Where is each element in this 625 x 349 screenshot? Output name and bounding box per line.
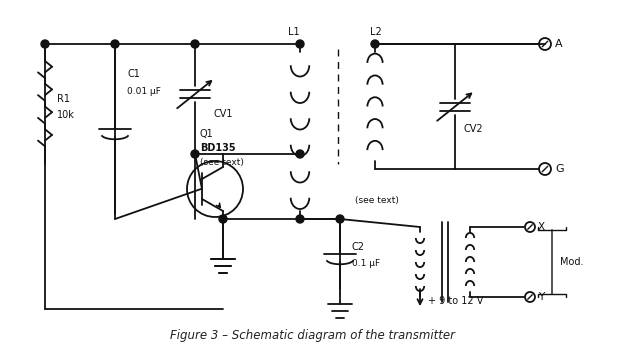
Circle shape bbox=[191, 150, 199, 158]
Text: Q1: Q1 bbox=[200, 129, 214, 139]
Text: CV2: CV2 bbox=[463, 124, 482, 134]
Text: + 9 to 12 V: + 9 to 12 V bbox=[428, 296, 483, 306]
Text: X: X bbox=[538, 222, 545, 232]
Text: L1: L1 bbox=[288, 27, 299, 37]
Text: Mod.: Mod. bbox=[560, 257, 584, 267]
Text: R1: R1 bbox=[57, 94, 70, 104]
Text: 10k: 10k bbox=[57, 110, 75, 119]
Circle shape bbox=[111, 40, 119, 48]
Circle shape bbox=[371, 40, 379, 48]
Circle shape bbox=[336, 215, 344, 223]
Text: Y: Y bbox=[538, 292, 544, 302]
Text: CV1: CV1 bbox=[213, 109, 232, 119]
Text: Figure 3 – Schematic diagram of the transmitter: Figure 3 – Schematic diagram of the tran… bbox=[170, 328, 455, 342]
Text: A: A bbox=[555, 39, 562, 49]
Circle shape bbox=[296, 215, 304, 223]
Text: 0.01 μF: 0.01 μF bbox=[127, 88, 161, 97]
Circle shape bbox=[296, 40, 304, 48]
Circle shape bbox=[191, 40, 199, 48]
Text: (see text): (see text) bbox=[355, 196, 399, 206]
Text: (see text): (see text) bbox=[200, 157, 244, 166]
Circle shape bbox=[41, 40, 49, 48]
Text: C2: C2 bbox=[352, 242, 365, 252]
Text: 0.1 μF: 0.1 μF bbox=[352, 259, 380, 267]
Text: BD135: BD135 bbox=[200, 143, 236, 153]
Text: C1: C1 bbox=[127, 69, 140, 79]
Text: L2: L2 bbox=[370, 27, 382, 37]
Text: G: G bbox=[555, 164, 564, 174]
Circle shape bbox=[219, 215, 227, 223]
Circle shape bbox=[296, 150, 304, 158]
